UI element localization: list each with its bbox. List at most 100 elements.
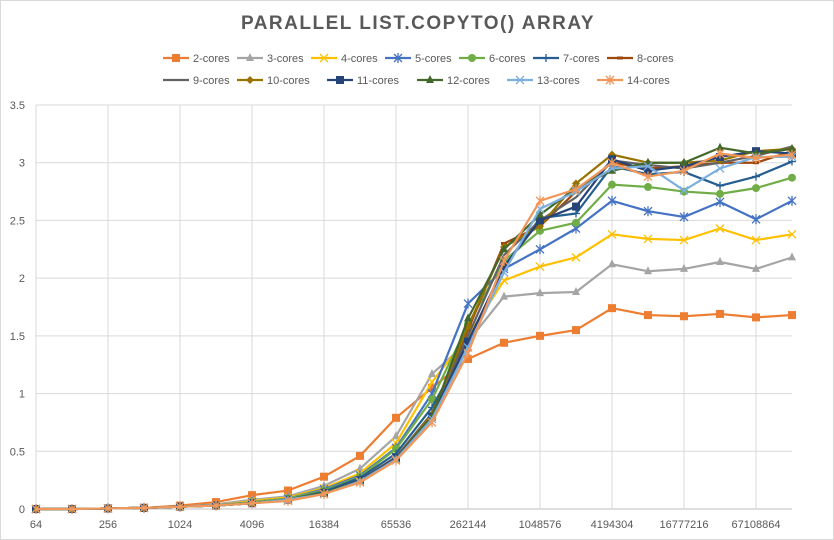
data-point <box>788 252 796 261</box>
data-point <box>608 165 616 174</box>
data-point <box>571 184 581 195</box>
data-point <box>680 157 688 166</box>
data-point <box>284 486 292 495</box>
series-14-cores <box>31 148 797 514</box>
data-point <box>536 209 544 218</box>
data-point <box>752 263 760 272</box>
data-point <box>247 498 257 509</box>
data-point <box>464 337 472 346</box>
data-point <box>172 54 180 62</box>
series-line <box>36 307 793 511</box>
data-point <box>392 431 400 440</box>
series-line <box>36 160 793 511</box>
data-point <box>715 164 725 173</box>
x-tick-label: 67108864 <box>732 519 781 531</box>
data-point <box>607 157 617 168</box>
data-point <box>787 195 797 206</box>
data-point <box>320 472 328 481</box>
data-point <box>571 252 581 262</box>
data-point <box>607 229 617 239</box>
legend-item: 4-cores <box>311 53 378 65</box>
series-line <box>36 150 793 511</box>
data-point <box>428 383 436 392</box>
data-point <box>536 226 544 235</box>
data-point <box>788 143 796 152</box>
series-10-cores <box>32 144 796 513</box>
data-point <box>426 75 434 83</box>
legend-label: 14-cores <box>627 75 670 87</box>
data-point <box>680 263 688 272</box>
legend-label: 9-cores <box>193 75 230 87</box>
legend-label: 11-cores <box>357 75 399 87</box>
series-3-cores <box>32 252 796 512</box>
legend-item: 7-cores <box>533 53 600 65</box>
data-point <box>393 53 403 63</box>
data-point <box>542 54 550 62</box>
data-point <box>572 326 580 335</box>
data-point <box>535 262 545 272</box>
x-tick-label: 1048576 <box>519 519 562 531</box>
data-point <box>356 463 364 472</box>
series-line <box>36 147 793 511</box>
data-point <box>535 244 545 255</box>
y-tick-label: 3 <box>19 158 25 170</box>
data-point <box>643 171 653 182</box>
x-tick-label: 4096 <box>240 519 264 531</box>
legend-label: 8-cores <box>637 53 674 65</box>
x-tick-label: 65536 <box>381 519 412 531</box>
data-point <box>31 504 41 514</box>
x-tick-label: 64 <box>30 519 42 531</box>
data-point <box>716 256 724 265</box>
data-point <box>536 331 544 340</box>
legend-item: 2-cores <box>163 53 230 65</box>
legend-item: 10-cores <box>237 75 310 87</box>
data-point <box>608 304 616 313</box>
data-point <box>715 224 725 233</box>
series-line <box>36 146 793 511</box>
series-line <box>36 155 792 511</box>
data-point <box>751 214 761 225</box>
data-point <box>788 311 796 320</box>
data-point <box>787 149 797 160</box>
data-point <box>679 165 689 176</box>
data-point <box>643 161 653 171</box>
chart-title: PARALLEL LIST.COPYTO() ARRAY <box>240 13 596 34</box>
series-13-cores <box>31 152 797 514</box>
data-point <box>572 218 580 227</box>
legend-label: 7-cores <box>563 53 600 65</box>
data-point <box>535 195 545 206</box>
data-point <box>608 259 616 268</box>
data-point <box>679 211 689 222</box>
legend-label: 6-cores <box>489 53 526 65</box>
series-8-cores <box>33 149 795 511</box>
data-point <box>679 235 689 245</box>
series-line <box>36 145 793 511</box>
data-point <box>715 196 725 207</box>
data-point <box>500 244 508 253</box>
data-point <box>468 54 476 62</box>
data-point <box>644 266 652 275</box>
legend-label: 4-cores <box>341 53 378 65</box>
data-point <box>751 235 761 245</box>
y-tick-label: 1.5 <box>10 331 25 343</box>
data-point <box>643 234 653 244</box>
data-point <box>246 53 254 61</box>
series-line <box>36 227 793 511</box>
data-point <box>391 455 401 466</box>
data-point <box>428 395 436 404</box>
data-point <box>464 313 472 322</box>
legend-label: 3-cores <box>267 53 304 65</box>
data-point <box>103 503 113 514</box>
legend-item: 13-cores <box>507 75 580 87</box>
data-point <box>211 500 221 511</box>
data-point <box>463 298 473 309</box>
data-point <box>139 502 149 513</box>
legend-item: 5-cores <box>385 53 452 65</box>
data-point <box>500 262 508 271</box>
y-tick-label: 1 <box>19 389 25 401</box>
data-point <box>752 313 760 322</box>
legend-label: 2-cores <box>193 53 230 65</box>
data-point <box>643 206 653 217</box>
series-4-cores <box>31 224 797 514</box>
